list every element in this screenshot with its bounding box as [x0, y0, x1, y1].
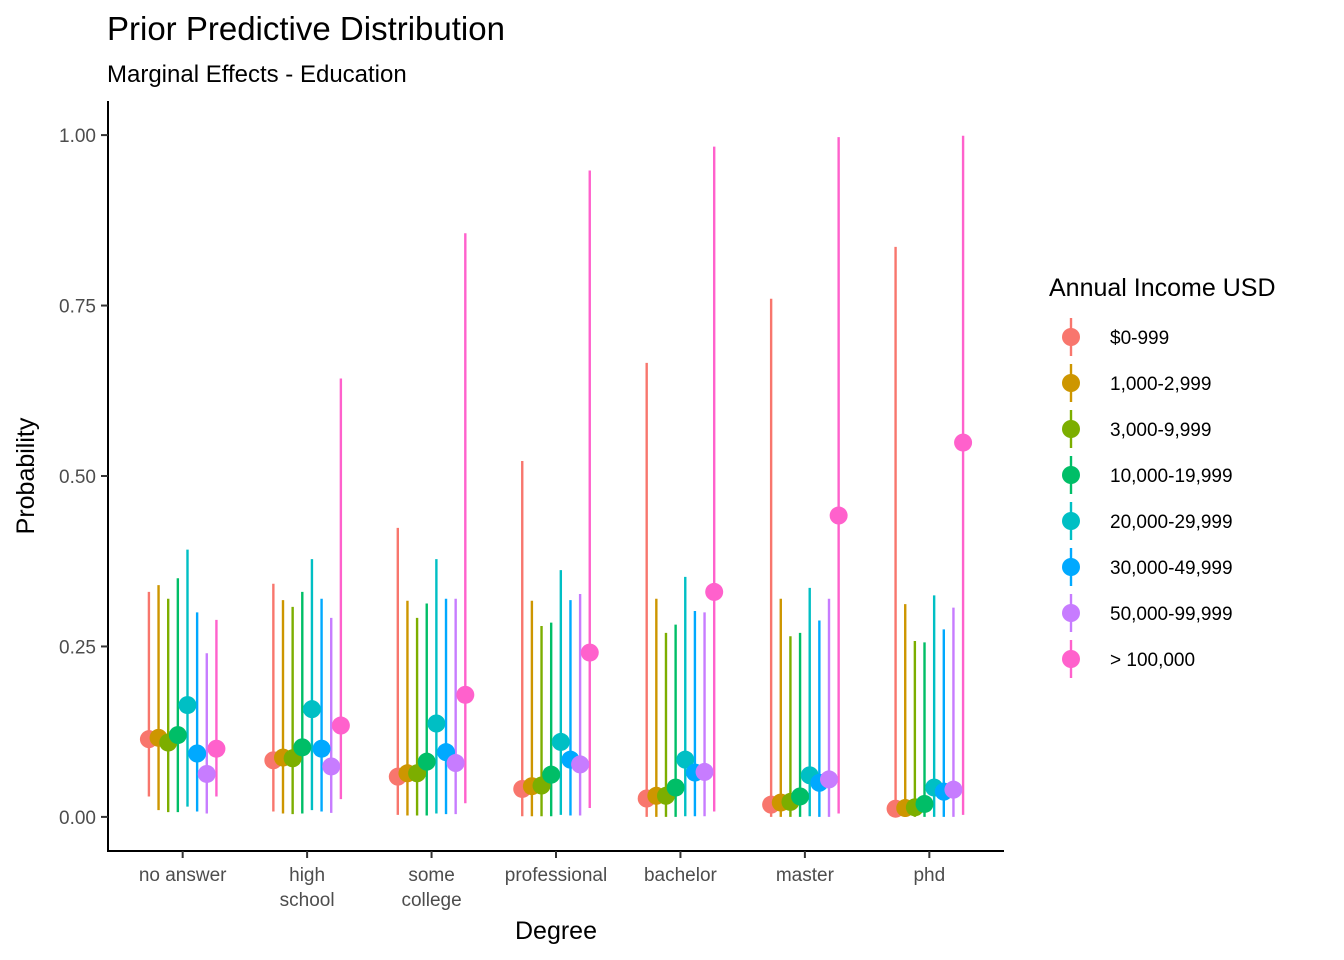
legend-title: Annual Income USD	[1049, 274, 1276, 302]
legend-label: 30,000-49,999	[1110, 558, 1233, 579]
data-point	[915, 794, 934, 813]
data-point	[695, 762, 714, 781]
x-tick-label: master	[776, 865, 835, 886]
y-tick-label: 0.00	[59, 808, 96, 829]
legend-key-point	[1062, 604, 1080, 622]
data-point	[551, 732, 570, 751]
y-tick-label: 0.25	[59, 637, 96, 658]
legend-key-point	[1062, 420, 1080, 438]
legend-label: > 100,000	[1110, 650, 1195, 671]
data-point	[446, 754, 465, 773]
data-point	[666, 778, 685, 797]
data-point	[168, 726, 187, 745]
data-point	[542, 765, 561, 784]
legend-key-point	[1062, 374, 1080, 392]
data-point	[207, 739, 226, 758]
chart-title: Prior Predictive Distribution	[107, 10, 505, 47]
x-axis-ticks: no answer high school some college profession…	[139, 851, 945, 911]
data-point	[791, 787, 810, 806]
legend-label: 1,000-2,999	[1110, 374, 1211, 395]
y-tick-label: 0.50	[59, 467, 96, 488]
plot-marks	[139, 135, 973, 818]
data-point	[676, 750, 695, 769]
x-tick-label: phd	[913, 865, 945, 886]
data-point	[302, 700, 321, 719]
legend-label: 50,000-99,999	[1110, 604, 1233, 625]
data-point	[178, 696, 197, 715]
data-point	[188, 744, 207, 763]
legend-label: 10,000-19,999	[1110, 466, 1233, 487]
data-point	[820, 770, 838, 789]
data-point	[954, 433, 973, 452]
legend: $0-999 1,000-2,999 3,000-9,999 10,000-19,99…	[1062, 318, 1233, 678]
x-tick-label: some	[408, 865, 454, 886]
y-tick-label: 0.75	[59, 297, 96, 318]
data-point	[293, 738, 312, 757]
y-tick-label: 1.00	[59, 126, 96, 147]
legend-key-point	[1062, 558, 1080, 576]
legend-label: $0-999	[1110, 328, 1169, 349]
data-point	[705, 582, 724, 601]
y-axis-ticks: 0.00 0.25 0.50 0.75 1.00	[59, 126, 108, 829]
data-point	[322, 757, 341, 776]
legend-key-point	[1062, 466, 1080, 484]
data-point	[197, 764, 216, 783]
x-tick-label: school	[280, 890, 335, 911]
legend-label: 20,000-29,999	[1110, 512, 1233, 533]
y-axis-title: Probability	[12, 417, 40, 534]
x-tick-label: professional	[505, 865, 607, 886]
x-axis-title: Degree	[515, 917, 597, 945]
x-tick-label: college	[401, 890, 461, 911]
data-point	[580, 643, 599, 662]
data-point	[427, 714, 446, 733]
data-point	[312, 739, 331, 758]
legend-label: 3,000-9,999	[1110, 420, 1211, 441]
chart-subtitle: Marginal Effects - Education	[107, 61, 407, 88]
data-point	[456, 685, 475, 704]
data-point	[571, 755, 590, 774]
x-tick-label: high	[289, 865, 325, 886]
legend-key-point	[1062, 650, 1080, 668]
legend-key-point	[1062, 328, 1080, 346]
x-tick-label: bachelor	[644, 865, 718, 886]
data-point	[331, 716, 350, 735]
legend-key-point	[1062, 512, 1080, 530]
data-point	[417, 752, 436, 771]
x-tick-label: no answer	[139, 865, 227, 886]
data-point	[829, 506, 848, 525]
data-point	[944, 780, 963, 799]
